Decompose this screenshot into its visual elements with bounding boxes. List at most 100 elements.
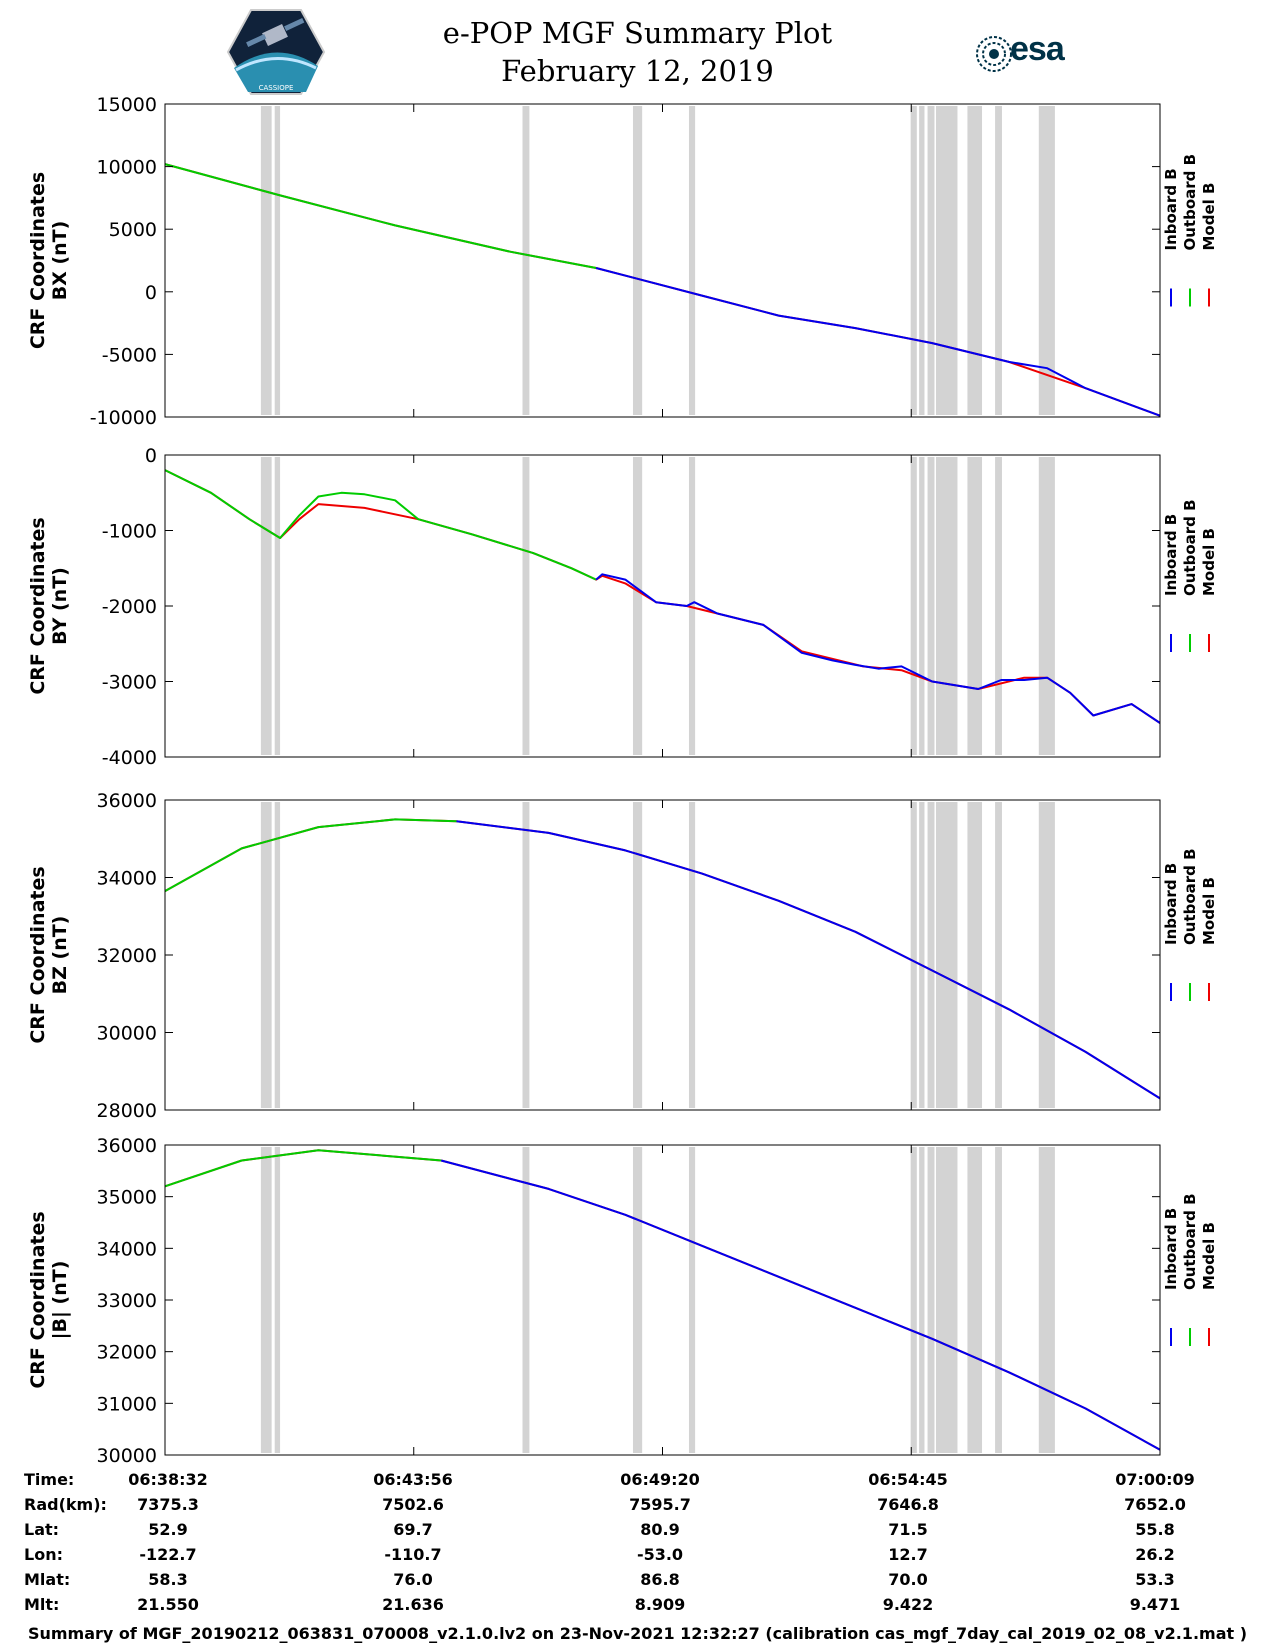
legend-label: Inboard B [1162,1208,1180,1290]
gap-band [274,106,281,415]
series-inboard-b [595,573,1161,724]
series-outboard-b [164,1149,442,1188]
col1-mlat: 76.0 [393,1570,433,1589]
y-tick-label: 31000 [97,1393,157,1415]
col0-rad: 7375.3 [137,1495,199,1514]
panel-1: 15000 10000 5000 0 -5000 -10000 CRF Coordinate… [27,94,1218,429]
gap-band [1038,1147,1055,1453]
col2-mlt: 8.909 [634,1595,686,1614]
panel-3: 36000 34000 32000 30000 28000 CRF Coordinates… [27,790,1218,1122]
y-tick-label: 34000 [97,1238,157,1260]
gap-band [967,106,983,415]
y-tick-label: 36000 [97,790,157,812]
series-model-b [164,1149,1161,1451]
y-tick-label: 15000 [97,94,157,116]
series-outboard-b [164,469,597,581]
y-tick-label: 35000 [97,1187,157,1209]
y-axis-label-line: |B| (nT) [49,1261,71,1340]
gap-band [1038,106,1055,415]
legend-label: Inboard B [1162,863,1180,945]
col2-lon: -53.0 [636,1545,684,1564]
col0-lon: -122.7 [139,1545,197,1564]
col0-mlt: 21.550 [137,1595,199,1614]
plot-frame [164,1144,1161,1456]
y-axis-label: CRF CoordinatesBZ (nT) [27,866,71,1043]
gap-band [967,1147,983,1453]
col0-mlat: 58.3 [148,1570,188,1589]
gap-band [260,802,272,1108]
y-tick-label: -3000 [102,672,157,694]
col0-lat: 52.9 [148,1520,188,1539]
col0-time: 06:38:32 [128,1470,208,1489]
y-axis-label-line: CRF Coordinates [27,517,49,694]
legend-label: Outboard B [1181,1193,1199,1290]
esa-logo [974,34,1014,78]
label-lat: Lat: [24,1520,60,1539]
col1-lon: -110.7 [384,1545,442,1564]
col3-time: 06:54:45 [868,1470,948,1489]
legend-label: Model B [1200,877,1218,945]
y-tick-label: 0 [145,282,157,304]
y-axis-label: CRF Coordinates|B| (nT) [27,1211,71,1388]
gap-band [995,802,1002,1108]
y-axis-label-line: CRF Coordinates [27,1211,49,1388]
col2-rad: 7595.7 [629,1495,691,1514]
y-axis-label-line: BZ (nT) [49,916,71,995]
legend-label: Model B [1200,183,1218,251]
series-model-b [164,469,1161,724]
col4-lon: 26.2 [1135,1545,1175,1564]
panel-2: 0 -1000 -2000 -3000 -4000 CRF CoordinatesBY (… [27,445,1218,769]
y-tick-label: 32000 [97,945,157,967]
gap-band [935,1147,958,1453]
col3-mlat: 70.0 [888,1570,928,1589]
gap-band [919,106,925,415]
svg-text:CASSIOPE: CASSIOPE [259,84,294,92]
gap-band [522,1147,530,1453]
gap-band [522,106,530,415]
y-tick-label: 33000 [97,1290,157,1312]
legend-label: Outboard B [1181,154,1199,251]
gap-band [688,457,696,755]
gap-band [910,106,917,415]
y-axis-label-line: BY (nT) [49,567,71,645]
y-axis-label: CRF CoordinatesBX (nT) [27,172,71,349]
y-tick-label: -2000 [102,596,157,618]
gap-band [927,457,935,755]
y-axis-label-line: CRF Coordinates [27,866,49,1043]
y-axis-label: CRF CoordinatesBY (nT) [27,517,71,694]
col3-lat: 71.5 [888,1520,928,1539]
gap-band [919,457,925,755]
gap-band [995,457,1002,755]
gap-band [688,1147,696,1453]
gap-band [688,802,696,1108]
gap-band [1038,457,1055,755]
y-tick-label: 30000 [97,1445,157,1467]
y-tick-label: 0 [145,445,157,467]
footer-caption: Summary of MGF_20190212_063831_070008_v2… [27,1624,1248,1643]
y-tick-label: 34000 [97,868,157,890]
label-mlat: Mlat: [24,1570,71,1589]
gap-band [274,457,281,755]
gap-band [688,106,696,415]
series-outboard-b [164,163,597,269]
panel-4: 36000 35000 34000 33000 32000 31000 30000 CRF C… [27,1135,1218,1467]
series-inboard-b [595,267,1161,417]
y-tick-label: 28000 [97,1100,157,1122]
legend-label: Outboard B [1181,499,1199,596]
label-lon: Lon: [24,1545,63,1564]
gap-band [1038,802,1055,1108]
col1-mlt: 21.636 [382,1595,444,1614]
gap-band [274,1147,281,1453]
cassiope-logo: CASSIOPE [226,8,326,100]
gap-band [927,106,935,415]
gap-band [967,457,983,755]
plot-frame [164,103,1161,418]
gap-band [260,106,272,415]
y-axis-label-line: BX (nT) [49,221,71,301]
gap-band [935,802,958,1108]
gap-band [910,457,917,755]
legend-label: Model B [1200,1222,1218,1290]
y-tick-label: 36000 [97,1135,157,1157]
gap-band [995,106,1002,415]
